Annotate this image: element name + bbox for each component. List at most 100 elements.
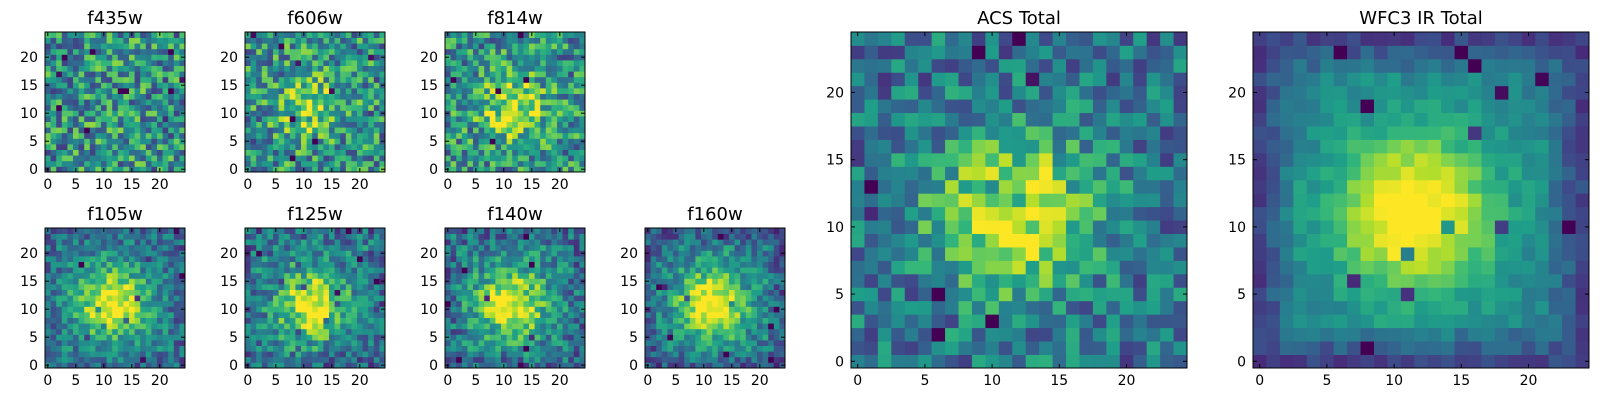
heatmap-cell	[523, 116, 530, 122]
heatmap-cell	[151, 250, 158, 257]
heatmap-cell	[301, 104, 307, 111]
heatmap-cell	[78, 32, 85, 38]
heatmap-cell	[918, 206, 933, 221]
heatmap-cell	[357, 104, 363, 111]
heatmap-cell	[117, 104, 124, 111]
heatmap-cell	[689, 261, 696, 268]
heatmap-cell	[534, 60, 541, 66]
heatmap-cell	[568, 160, 575, 167]
heatmap-cell	[306, 340, 313, 346]
heatmap-cell	[534, 132, 541, 139]
heatmap-cell	[540, 351, 547, 358]
heatmap-cell	[971, 300, 986, 315]
heatmap-cell	[773, 239, 780, 246]
heatmap-cell	[250, 362, 257, 369]
heatmap-cell	[357, 110, 363, 117]
heatmap-cell	[723, 289, 730, 296]
heatmap-cell	[489, 82, 496, 89]
heatmap-cell	[157, 306, 163, 313]
heatmap-cell	[512, 93, 519, 100]
heatmap-cell	[506, 340, 513, 346]
heatmap-cell	[357, 334, 363, 341]
heatmap-cell	[501, 328, 507, 335]
heatmap-cell	[267, 54, 274, 61]
heatmap-cell	[84, 37, 91, 44]
heatmap-cell	[334, 121, 341, 128]
heatmap-cell	[650, 351, 657, 358]
heatmap-cell	[373, 160, 380, 167]
heatmap-cell	[84, 160, 91, 167]
heatmap-cell	[334, 99, 341, 106]
heatmap-cell	[489, 284, 496, 290]
heatmap-cell	[95, 306, 102, 313]
heatmap-cell	[484, 228, 491, 234]
heatmap-cell	[450, 82, 457, 89]
heatmap-cell	[1092, 193, 1107, 208]
heatmap-cell	[495, 351, 502, 358]
heatmap-cell	[695, 362, 702, 369]
heatmap-cell	[323, 244, 330, 251]
heatmap-cell	[340, 65, 347, 72]
heatmap-cell	[762, 295, 769, 302]
heatmap-cell	[101, 244, 107, 251]
heatmap-cell	[179, 228, 186, 234]
heatmap-cell	[1106, 260, 1121, 275]
heatmap-cell	[534, 312, 541, 318]
heatmap-cell	[501, 340, 507, 346]
heatmap-cell	[329, 99, 335, 106]
heatmap-cell	[106, 54, 113, 61]
heatmap-cell	[678, 233, 685, 240]
heatmap-cell	[123, 362, 130, 369]
heatmap-cell	[529, 267, 535, 274]
heatmap-cell	[562, 93, 569, 100]
heatmap-cell	[864, 247, 879, 261]
heatmap-cell	[729, 267, 735, 274]
y-tick-label: 15	[620, 274, 638, 290]
heatmap-cell	[261, 284, 268, 290]
heatmap-cell	[89, 121, 96, 128]
heatmap-cell	[278, 289, 285, 296]
heatmap-cell	[1160, 179, 1174, 194]
heatmap-cell	[334, 300, 341, 307]
heatmap-cell	[456, 121, 463, 128]
heatmap-cell	[157, 256, 163, 262]
heatmap-cell	[373, 250, 380, 257]
heatmap-cell	[317, 356, 324, 363]
heatmap-cell	[529, 312, 535, 318]
heatmap-cell	[534, 54, 541, 61]
heatmap-cell	[768, 351, 775, 358]
heatmap-cell	[317, 121, 324, 128]
heatmap-cell	[958, 273, 973, 288]
heatmap-cell	[779, 233, 786, 240]
heatmap-cell	[512, 228, 519, 234]
heatmap-cell	[450, 239, 457, 246]
heatmap-cell	[562, 104, 569, 111]
heatmap-cell	[362, 278, 369, 285]
heatmap-cell	[484, 323, 491, 330]
heatmap-cell	[73, 76, 79, 83]
heatmap-cell	[145, 356, 152, 363]
heatmap-cell	[723, 312, 730, 318]
heatmap-cell	[506, 250, 513, 257]
heatmap-cell	[362, 244, 369, 251]
heatmap-cell	[61, 93, 68, 100]
heatmap-cell	[351, 32, 358, 38]
heatmap-cell	[579, 323, 586, 330]
heatmap-cell	[157, 93, 163, 100]
heatmap-cell	[345, 295, 352, 302]
heatmap-cell	[701, 278, 707, 285]
heatmap-cell	[345, 312, 352, 318]
heatmap-cell	[379, 32, 386, 38]
heatmap-cell	[473, 43, 479, 50]
heatmap-cell	[656, 306, 663, 313]
heatmap-cell	[340, 289, 347, 296]
heatmap-cell	[284, 32, 291, 38]
heatmap-cell	[289, 76, 296, 83]
heatmap-cell	[573, 239, 580, 246]
heatmap-cell	[1173, 220, 1188, 234]
heatmap-cell	[56, 284, 63, 290]
heatmap-cell	[918, 166, 933, 181]
heatmap-cell	[684, 295, 691, 302]
heatmap-cell	[1052, 341, 1067, 355]
heatmap-cell	[289, 272, 296, 279]
